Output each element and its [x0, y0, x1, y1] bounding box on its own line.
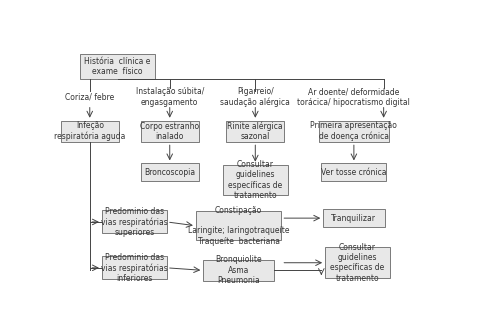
- FancyBboxPatch shape: [196, 211, 281, 240]
- Text: Infeção
respiratória aguda: Infeção respiratória aguda: [54, 121, 125, 141]
- Text: Consultar
guidelines
específicas de
tratamento: Consultar guidelines específicas de trat…: [330, 243, 385, 283]
- FancyBboxPatch shape: [323, 209, 384, 227]
- FancyBboxPatch shape: [81, 54, 155, 78]
- Text: Coriza/ febre: Coriza/ febre: [65, 93, 114, 102]
- FancyBboxPatch shape: [102, 211, 167, 233]
- FancyBboxPatch shape: [102, 256, 167, 279]
- Text: Constipação

Laringite; laringotraqueíte
Traqueíte  bacteriana: Constipação Laringite; laringotraqueíte …: [188, 206, 289, 246]
- FancyBboxPatch shape: [223, 165, 288, 195]
- Text: Broncoscopia: Broncoscopia: [144, 168, 195, 177]
- Text: Ver tosse crónica: Ver tosse crónica: [321, 168, 386, 177]
- FancyBboxPatch shape: [325, 248, 390, 278]
- Text: Rinite alérgica
sazonal: Rinite alérgica sazonal: [228, 121, 283, 141]
- FancyBboxPatch shape: [203, 260, 274, 281]
- FancyBboxPatch shape: [141, 120, 199, 142]
- FancyBboxPatch shape: [227, 120, 284, 142]
- Text: Corpo estranho
inalado: Corpo estranho inalado: [140, 122, 199, 141]
- Text: Predominio das
vias respiratórias
inferiores: Predominio das vias respiratórias inferi…: [101, 253, 168, 283]
- Text: Primeira apresentação
de doença crónica: Primeira apresentação de doença crónica: [311, 121, 397, 141]
- Text: Consultar
guidelines
específicas de
tratamento: Consultar guidelines específicas de trat…: [228, 160, 282, 200]
- FancyBboxPatch shape: [321, 163, 386, 181]
- Text: Instalação súbita/
engasgamento: Instalação súbita/ engasgamento: [135, 87, 204, 107]
- FancyBboxPatch shape: [61, 120, 119, 142]
- Text: Pigarreio/
saudação alérgica: Pigarreio/ saudação alérgica: [220, 87, 290, 107]
- Text: Tranquilizar: Tranquilizar: [331, 213, 376, 223]
- FancyBboxPatch shape: [319, 120, 389, 142]
- Text: Predominio das
vias respiratórias
superiores: Predominio das vias respiratórias superi…: [101, 207, 168, 237]
- FancyBboxPatch shape: [141, 163, 199, 181]
- Text: História  clínica e
exame  físico: História clínica e exame físico: [84, 57, 151, 76]
- Text: Bronquiolite
Asma
Pneumonia: Bronquiolite Asma Pneumonia: [215, 256, 262, 285]
- Text: Ar doente/ deformidade
torácica/ hipocratismo digital: Ar doente/ deformidade torácica/ hipocra…: [298, 87, 410, 107]
